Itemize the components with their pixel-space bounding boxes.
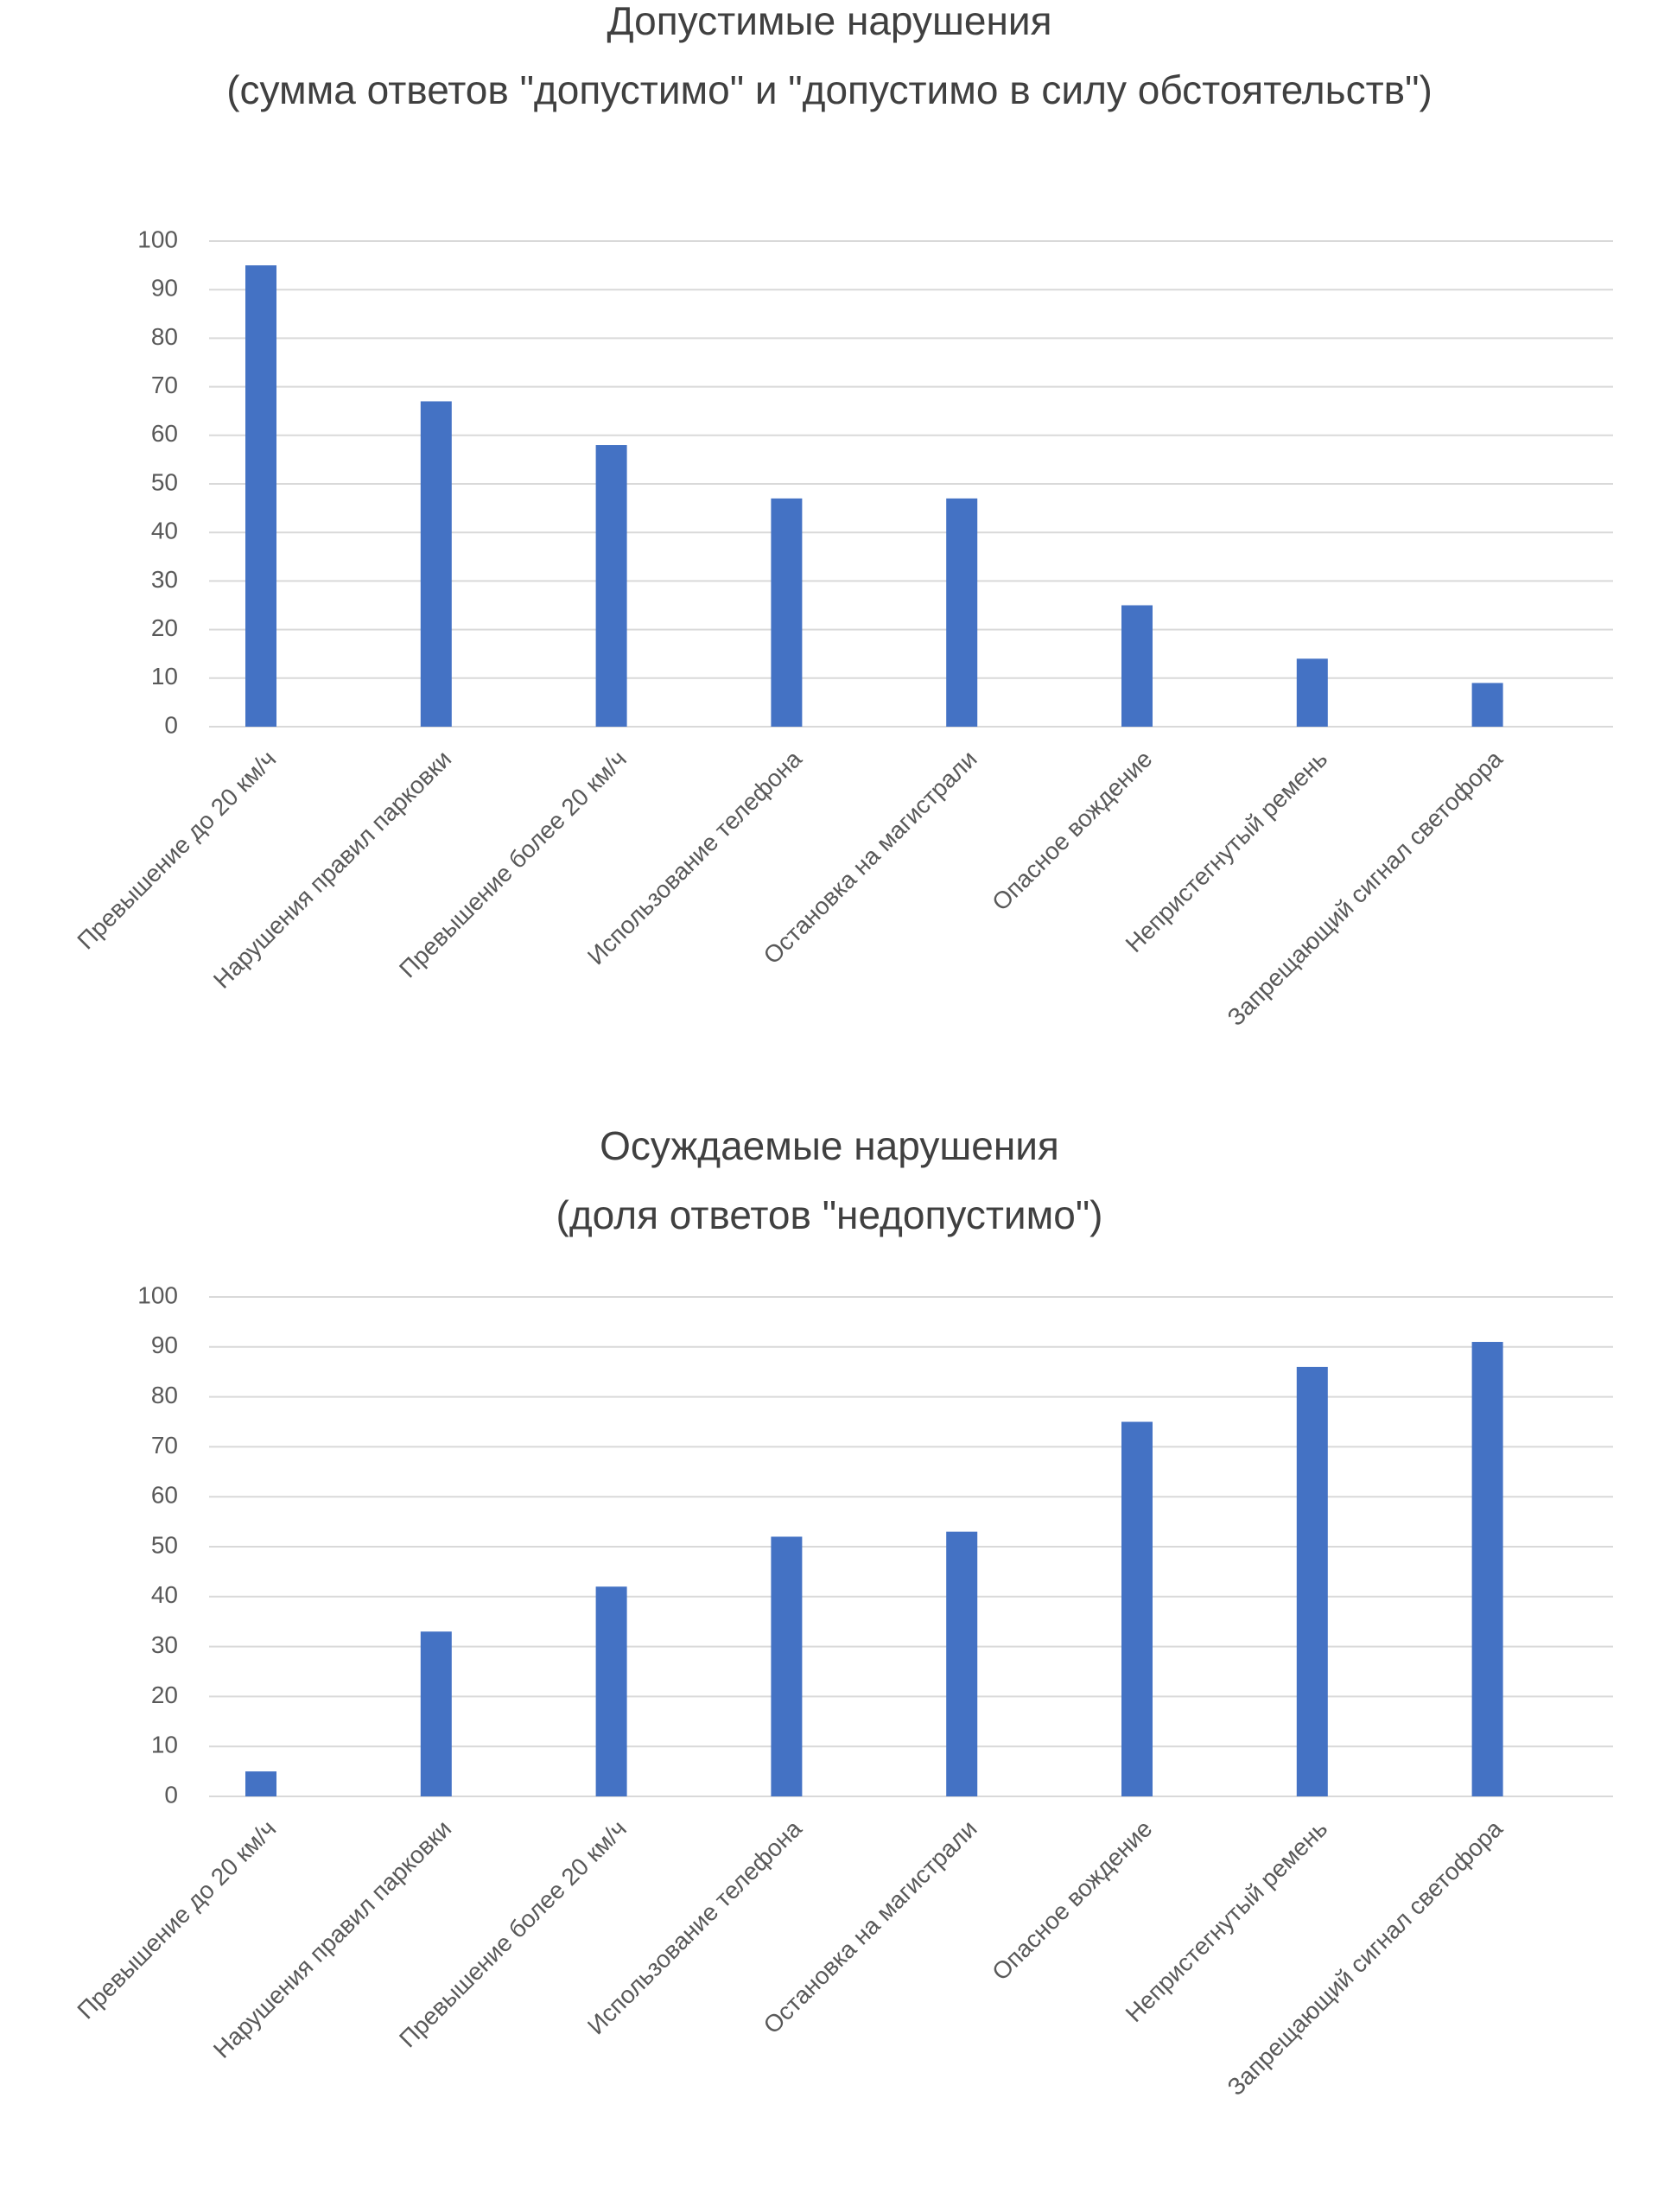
bar bbox=[420, 401, 452, 727]
chart: 0 10 20 30 40 50 60 70 80 90 100 Превышение до 20 к… bbox=[72, 1281, 1613, 2101]
x-tick-label: Непристегнутый ремень bbox=[1121, 1815, 1333, 2028]
y-tick-label: 20 bbox=[151, 1681, 178, 1708]
y-tick-label: 90 bbox=[151, 275, 178, 302]
y-tick-label: 60 bbox=[151, 1482, 178, 1509]
y-tick-label: 0 bbox=[164, 711, 178, 738]
bar bbox=[1471, 683, 1503, 727]
bar bbox=[595, 1586, 627, 1796]
bar bbox=[771, 1536, 803, 1796]
bar bbox=[1471, 1342, 1503, 1796]
bar bbox=[595, 445, 627, 727]
y-tick-label: 10 bbox=[151, 1732, 178, 1758]
bar bbox=[245, 1771, 276, 1796]
y-tick-label: 80 bbox=[151, 323, 178, 350]
y-tick-label: 90 bbox=[151, 1332, 178, 1358]
bar bbox=[1296, 1366, 1328, 1796]
y-tick-label: 30 bbox=[151, 1631, 178, 1658]
x-tick-label: Запрещающий сигнал светофора bbox=[1222, 745, 1508, 1031]
x-tick-label: Опасное вождение bbox=[987, 746, 1157, 916]
y-tick-label: 100 bbox=[137, 1281, 178, 1308]
y-tick-label: 20 bbox=[151, 614, 178, 641]
bar bbox=[1121, 605, 1153, 727]
x-tick-label: Непристегнутый ремень bbox=[1121, 746, 1333, 958]
x-tick-label: Превышение до 20 км/ч bbox=[72, 1815, 281, 2024]
y-tick-label: 60 bbox=[151, 420, 178, 447]
bar bbox=[946, 498, 978, 727]
y-tick-label: 70 bbox=[151, 372, 178, 398]
bar bbox=[420, 1631, 452, 1796]
bar bbox=[1121, 1421, 1153, 1796]
y-tick-label: 40 bbox=[151, 1581, 178, 1608]
y-tick-label: 40 bbox=[151, 518, 178, 544]
chart-heading: Допустимые нарушения (сумма ответов "доп… bbox=[207, 0, 1452, 124]
chart: 0 10 20 30 40 50 60 70 80 90 100 Превышение до 20 к… bbox=[72, 226, 1613, 1031]
y-tick-label: 0 bbox=[164, 1781, 178, 1808]
chart-subtitle: (сумма ответов "допустимо" и "допустимо … bbox=[226, 67, 1432, 112]
x-tick-label: Опасное вождение bbox=[987, 1815, 1157, 1986]
y-tick-label: 70 bbox=[151, 1432, 178, 1459]
bar bbox=[1296, 658, 1328, 727]
chart-heading: Осуждаемые нарушения (доля ответов "недо… bbox=[207, 1111, 1452, 1249]
chart-title: Осуждаемые нарушения bbox=[600, 1123, 1059, 1168]
y-tick-label: 50 bbox=[151, 1531, 178, 1558]
y-tick-label: 10 bbox=[151, 663, 178, 690]
x-tick-label: Запрещающий сигнал светофора bbox=[1222, 1815, 1508, 2101]
chart-title: Допустимые нарушения bbox=[607, 0, 1052, 43]
bar bbox=[771, 498, 803, 727]
y-tick-label: 80 bbox=[151, 1382, 178, 1408]
chart-subtitle: (доля ответов "недопустимо") bbox=[556, 1192, 1103, 1237]
y-tick-label: 30 bbox=[151, 566, 178, 593]
x-tick-label: Превышение до 20 км/ч bbox=[72, 746, 281, 955]
y-tick-label: 100 bbox=[137, 226, 178, 252]
y-tick-label: 50 bbox=[151, 468, 178, 495]
bar bbox=[946, 1531, 978, 1796]
bar bbox=[245, 265, 276, 728]
